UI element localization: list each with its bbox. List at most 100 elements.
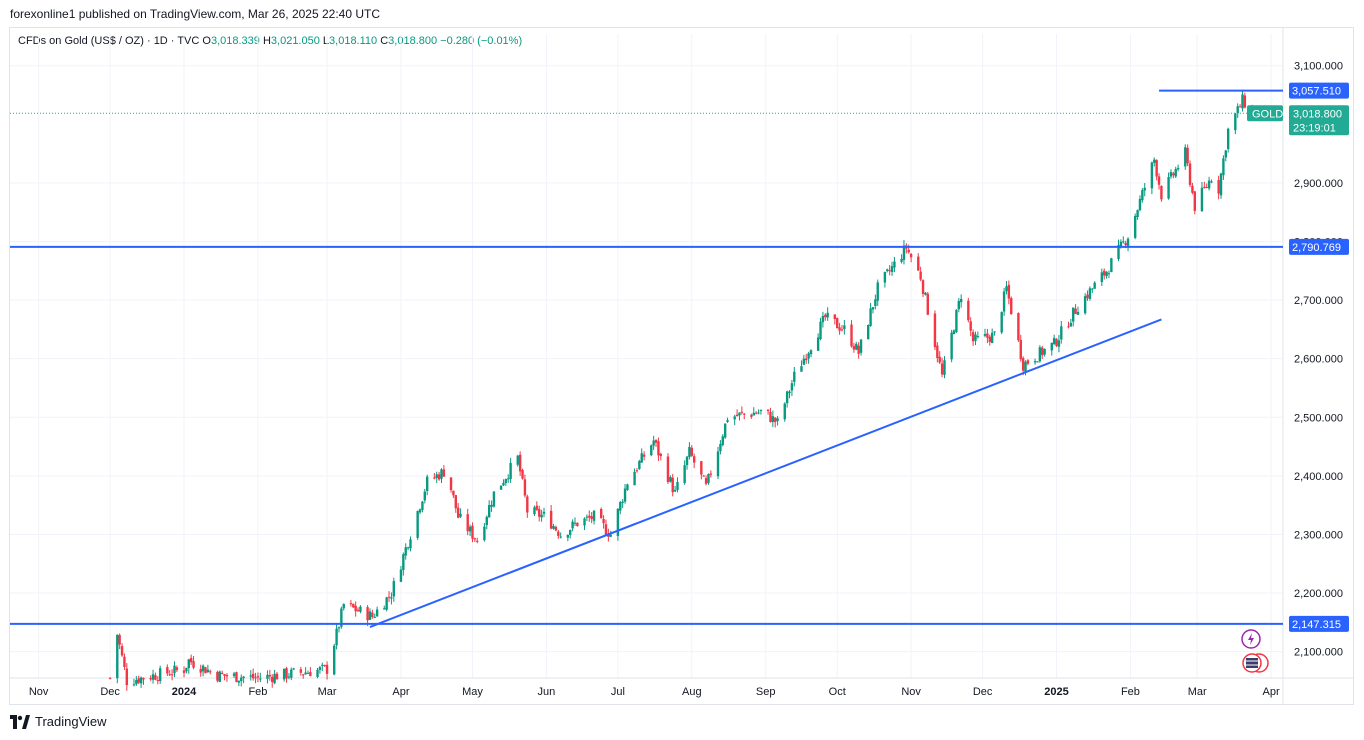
candle	[707, 473, 710, 483]
x-tick-label: Nov	[901, 686, 921, 698]
candle	[209, 671, 212, 673]
candle	[619, 502, 622, 511]
candle	[158, 668, 162, 682]
candle	[549, 510, 553, 529]
candle	[1036, 361, 1039, 363]
candle	[392, 581, 396, 597]
candle	[709, 473, 713, 475]
candle	[1052, 337, 1056, 345]
candle	[673, 489, 677, 492]
candle	[206, 669, 210, 673]
candle	[256, 676, 260, 678]
candle	[304, 672, 307, 675]
candle	[1174, 168, 1177, 177]
candle	[943, 360, 946, 375]
candle	[509, 463, 512, 480]
candle	[218, 671, 221, 682]
candle	[466, 514, 469, 532]
candle	[783, 403, 786, 420]
lightning-icon-glyph	[1248, 633, 1254, 645]
candle	[1191, 185, 1194, 193]
candle	[435, 474, 438, 479]
candle	[118, 635, 121, 645]
candle	[349, 603, 353, 605]
candle	[716, 451, 720, 477]
candle	[366, 607, 369, 621]
candle	[471, 525, 474, 539]
candle	[793, 371, 796, 382]
candle	[1219, 173, 1223, 196]
candle	[187, 659, 190, 669]
candle	[557, 531, 560, 537]
candle	[235, 672, 238, 682]
candle	[685, 456, 689, 466]
candle	[938, 356, 941, 363]
candle	[442, 469, 446, 477]
candle	[375, 609, 379, 617]
x-tick-label: Apr	[1263, 686, 1280, 698]
x-tick-label: 2025	[1044, 686, 1068, 698]
x-tick-label: Apr	[392, 686, 409, 698]
x-tick-label: Jun	[538, 686, 556, 698]
candle	[723, 423, 727, 438]
legend-low: 3,018.110	[329, 35, 378, 47]
candle	[1124, 242, 1127, 246]
candle	[387, 596, 391, 598]
candle	[285, 668, 288, 679]
candle	[325, 664, 329, 674]
candle	[168, 674, 171, 676]
candle	[404, 547, 407, 556]
candle	[166, 667, 169, 674]
candle	[454, 495, 457, 509]
trend-line	[369, 318, 1162, 628]
candle	[1033, 361, 1037, 363]
candle	[1186, 147, 1189, 164]
legend-symbol[interactable]: CFDs on Gold (US$ / OZ) · 1D · TVC	[18, 35, 200, 47]
candle	[721, 436, 724, 445]
candle	[1117, 245, 1120, 259]
candle	[733, 416, 736, 420]
candle	[700, 461, 703, 475]
countdown-label: 23:19:01	[1293, 122, 1336, 134]
candle	[116, 634, 119, 679]
candle	[921, 280, 925, 294]
legend-change: −0.280 (−0.01%)	[440, 35, 523, 47]
y-tick-label: 2,700.000	[1294, 295, 1343, 307]
legend-high-label: H	[262, 35, 271, 47]
candle	[108, 677, 112, 679]
tradingview-logo-icon[interactable]	[10, 714, 30, 729]
candle	[237, 680, 241, 683]
candle	[1188, 163, 1192, 185]
candle	[857, 345, 860, 354]
candle	[437, 474, 441, 480]
candle	[1157, 176, 1161, 185]
candle	[220, 672, 224, 674]
candle	[1136, 210, 1139, 218]
candle	[492, 491, 496, 507]
candle	[1026, 360, 1030, 364]
candle	[1238, 106, 1242, 108]
candle	[1091, 288, 1094, 290]
candle	[821, 315, 825, 323]
candle	[225, 675, 229, 677]
candle	[459, 513, 462, 517]
candle	[650, 445, 653, 456]
candle	[1222, 158, 1225, 176]
candle	[502, 482, 505, 486]
candle	[323, 665, 326, 667]
candle	[583, 518, 586, 526]
candle	[802, 358, 806, 365]
candle	[232, 673, 236, 676]
candle	[287, 676, 291, 678]
candle	[740, 411, 744, 413]
footer-brand[interactable]: TradingView	[35, 714, 107, 729]
candle	[1103, 270, 1106, 276]
candle	[919, 271, 922, 280]
candle	[273, 673, 276, 684]
candle	[609, 534, 612, 537]
candle	[1021, 358, 1025, 371]
candle	[871, 307, 875, 310]
candle	[1105, 271, 1108, 277]
candle	[843, 325, 846, 330]
